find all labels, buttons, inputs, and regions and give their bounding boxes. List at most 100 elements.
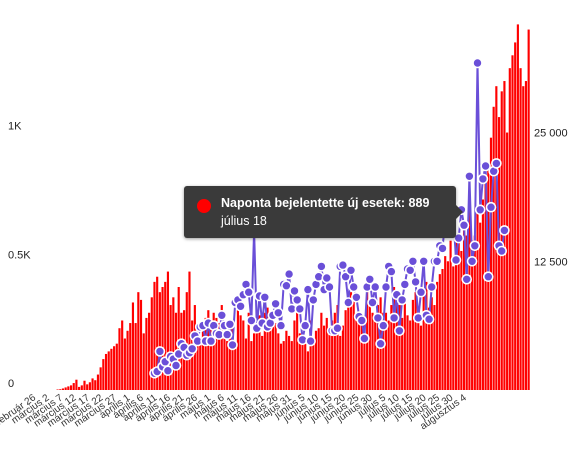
line-point[interactable] [235,300,246,312]
line-point[interactable] [270,298,281,310]
line-point[interactable] [431,255,443,267]
line-point[interactable] [227,339,238,351]
line-point[interactable] [485,201,497,213]
line-point[interactable] [472,57,483,69]
bar [142,333,145,390]
bar [88,382,91,390]
bar [153,281,156,390]
line-point[interactable] [461,273,473,285]
line-point[interactable] [469,240,481,252]
line-point[interactable] [305,335,316,347]
line-point[interactable] [259,291,271,303]
bar [481,199,484,390]
line-point[interactable] [404,264,416,276]
line-point[interactable] [170,360,182,371]
bar [401,317,404,390]
line-point[interactable] [499,225,510,236]
bar [72,383,75,390]
line-point[interactable] [205,335,217,347]
line-point[interactable] [367,297,378,308]
line-point[interactable] [394,325,405,337]
left-axis: 0 0.5K 1K [8,121,31,391]
line-point[interactable] [342,297,354,308]
right-axis-tick-label: 25 000 [534,128,568,140]
line-point[interactable] [356,315,368,326]
line-point[interactable] [275,320,287,331]
tooltip: Naponta bejelentette új esetek: 889 júli… [184,186,463,238]
line-point[interactable] [369,281,381,293]
bar [322,325,326,390]
tooltip-series-value: Naponta bejelentette új esetek: 889 [221,196,430,210]
line-point[interactable] [450,254,462,266]
bar [150,297,153,390]
line-point[interactable] [380,281,392,293]
bar [56,389,59,390]
line-point[interactable] [482,271,494,283]
line-point[interactable] [458,219,470,231]
bar [247,312,250,390]
line-point[interactable] [480,160,491,172]
line-point[interactable] [407,255,419,267]
bar [188,271,191,390]
line-point[interactable] [418,255,430,267]
line-point[interactable] [491,158,502,169]
line-point[interactable] [388,312,400,324]
line-point[interactable] [324,281,335,293]
line-point[interactable] [345,264,357,276]
line-point[interactable] [321,272,333,284]
line-point[interactable] [283,268,295,280]
line-point[interactable] [216,309,228,321]
line-point[interactable] [348,281,360,293]
line-point[interactable] [316,261,327,272]
line-point[interactable] [375,338,386,350]
bar [489,137,493,390]
line-point[interactable] [299,320,311,331]
line-point[interactable] [351,291,362,303]
line-point[interactable] [243,286,254,298]
bar [417,312,420,390]
line-point[interactable] [307,294,319,306]
line-point[interactable] [464,171,475,182]
line-point[interactable] [332,322,343,334]
line-point[interactable] [437,243,448,254]
line-point[interactable] [359,333,370,344]
line-point[interactable] [281,280,292,292]
line-point[interactable] [426,281,438,293]
line-point[interactable] [364,273,376,285]
bar [390,305,393,390]
bar [511,55,514,391]
line-point[interactable] [415,286,427,298]
bar [177,287,180,390]
line-point[interactable] [302,284,314,295]
line-point[interactable] [294,303,306,315]
line-point[interactable] [291,294,303,306]
line-point[interactable] [477,173,489,185]
line-point[interactable] [372,312,384,324]
line-point[interactable] [186,343,198,355]
line-point[interactable] [272,307,284,319]
bar [148,312,151,390]
bar [104,353,108,390]
line-point[interactable] [453,232,465,244]
bar [121,320,124,390]
line-point[interactable] [386,266,397,277]
bar [86,384,89,390]
line-point[interactable] [377,320,389,331]
line-point[interactable] [396,294,408,306]
line-point[interactable] [224,318,236,330]
line-point[interactable] [154,346,166,357]
line-point[interactable] [399,279,411,290]
line-point[interactable] [466,255,478,267]
bar [384,312,388,390]
line-point[interactable] [337,259,349,271]
line-point[interactable] [474,204,486,216]
line-point[interactable] [162,365,174,377]
bar [301,333,304,390]
bar [514,42,517,391]
line-point[interactable] [246,315,257,326]
line-point[interactable] [423,313,435,325]
line-point[interactable] [496,245,508,257]
line-point[interactable] [221,329,233,340]
line-point[interactable] [410,276,421,288]
line-point[interactable] [289,285,300,297]
